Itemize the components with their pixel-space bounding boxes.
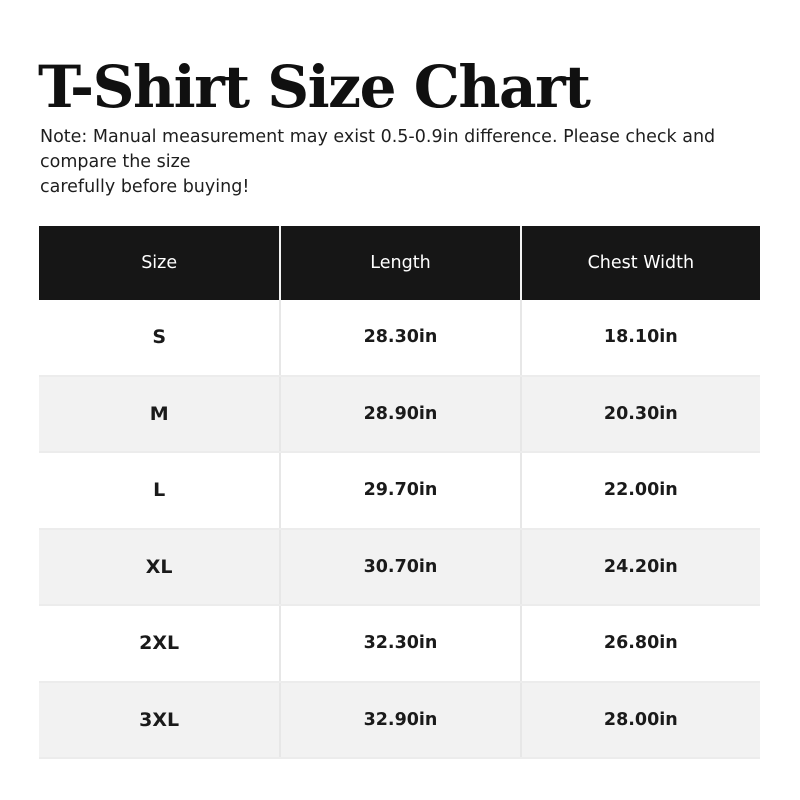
size-chart-table: Size Length Chest Width S 28.30in 18.10i… — [39, 226, 760, 759]
table-row: L 29.70in 22.00in — [39, 453, 760, 530]
chest-width-cell: 18.10in — [519, 300, 760, 375]
table-row: 3XL 32.90in 28.00in — [39, 682, 760, 759]
table-row: M 28.90in 20.30in — [39, 376, 760, 453]
length-cell: 28.90in — [279, 376, 519, 451]
length-cell: 32.30in — [279, 606, 519, 681]
size-cell: M — [149, 402, 169, 425]
length-cell: 29.70in — [279, 453, 519, 528]
chest-width-cell: 24.20in — [519, 529, 760, 604]
table-row: 2XL 32.30in 26.80in — [39, 606, 760, 683]
header-cell-length: Length — [279, 226, 519, 300]
header-cell-size: Size — [141, 253, 178, 273]
size-cell: 3XL — [139, 708, 180, 731]
page-title: T-Shirt Size Chart — [38, 53, 591, 121]
size-cell: S — [152, 326, 166, 349]
table-row: S 28.30in 18.10in — [39, 300, 760, 377]
chest-width-cell: 26.80in — [519, 606, 760, 681]
length-cell: 32.90in — [279, 682, 519, 757]
header-cell-chest-width: Chest Width — [519, 226, 760, 300]
chest-width-cell: 28.00in — [519, 682, 760, 757]
size-cell: XL — [145, 555, 173, 578]
table-header-row: Size Length Chest Width — [39, 226, 760, 300]
table-row: XL 30.70in 24.20in — [39, 529, 760, 606]
note-text: Note: Manual measurement may exist 0.5-0… — [40, 127, 716, 197]
length-cell: 30.70in — [279, 529, 519, 604]
size-cell: L — [153, 479, 166, 502]
length-cell: 28.30in — [279, 300, 519, 375]
chest-width-cell: 22.00in — [519, 453, 760, 528]
chest-width-cell: 20.30in — [519, 376, 760, 451]
size-cell: 2XL — [139, 632, 180, 655]
